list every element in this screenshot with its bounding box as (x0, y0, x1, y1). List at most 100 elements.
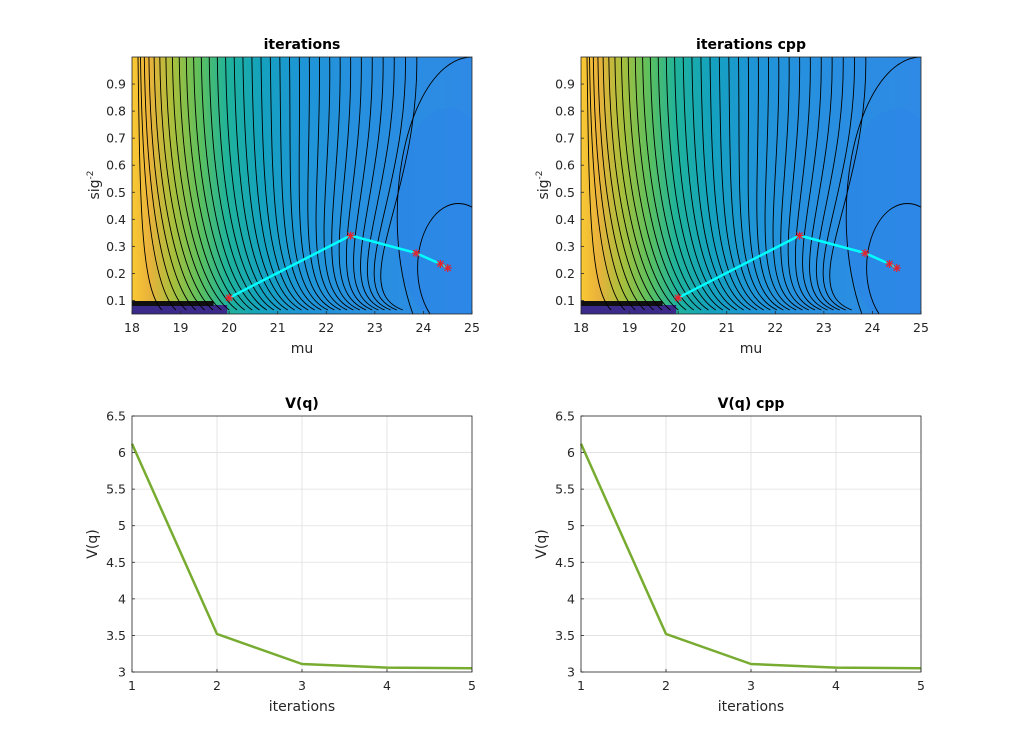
contour-line (153, 57, 205, 311)
contour-line (608, 57, 663, 311)
y-tick-label: 0.1 (555, 293, 575, 308)
y-tick-label: 6 (118, 445, 126, 460)
contour-line (360, 57, 385, 311)
contour-low-band (581, 305, 677, 314)
y-axis-label: sig-2 (535, 170, 552, 199)
x-tick-label: 4 (383, 678, 391, 693)
contour-line (665, 57, 724, 311)
contour-line (802, 57, 828, 311)
contour-line (728, 57, 771, 311)
y-tick-label: 0.4 (106, 212, 126, 227)
y-axis-label-base: sig (87, 179, 103, 199)
y-tick-label: 0.7 (106, 131, 126, 146)
x-tick-label: 4 (832, 678, 840, 693)
subplot-title: iterations (264, 37, 341, 53)
x-tick-label: 23 (367, 320, 383, 335)
y-tick-label: 0.9 (555, 77, 575, 92)
contour-line (642, 57, 702, 311)
contour-fill-layer (132, 57, 472, 314)
x-axis-label: mu (740, 341, 763, 357)
series-line (130, 443, 473, 670)
contour-line (373, 57, 406, 311)
x-tick-label: 18 (124, 320, 140, 335)
x-tick-label: 23 (816, 320, 832, 335)
contour-line (251, 57, 302, 311)
contour-line (718, 57, 765, 311)
y-tick-label: 5.5 (106, 482, 126, 497)
x-tick-label: 24 (415, 320, 431, 335)
contour-line (396, 57, 472, 314)
y-axis-label-base: sig (536, 179, 552, 199)
contour-line (380, 57, 418, 311)
contour-line (289, 57, 329, 311)
path-point-marker (674, 293, 683, 302)
subplot-contour-iterations-cpp: 18 19 20 21 22 23 24 25 0.1 0.2 0.3 0.4 0.5 0.6 0.7 0.8… (535, 37, 929, 357)
contour-line (738, 57, 778, 311)
x-tick-label: 1 (577, 678, 585, 693)
y-axis-label-superscript: -2 (535, 170, 545, 179)
contour-line (331, 57, 360, 311)
axes-box (580, 56, 922, 315)
subplot-title: V(q) (285, 396, 319, 412)
contour-line (586, 57, 612, 311)
x-tick-label: 1 (128, 678, 136, 693)
y-axis-label: V(q) (534, 529, 550, 558)
contour-line (589, 57, 626, 311)
x-tick-label: 25 (913, 320, 929, 335)
contour-line (193, 57, 253, 311)
contour-line (225, 57, 282, 311)
y-tick-label: 0.7 (555, 131, 575, 146)
contour-line (780, 57, 809, 311)
x-tick-label: 21 (719, 320, 735, 335)
contour-line (200, 57, 260, 311)
contour-line (592, 57, 636, 311)
y-tick-label: 4 (567, 591, 575, 606)
contour-line (137, 57, 163, 311)
contour-line (674, 57, 731, 311)
axes-box (131, 56, 473, 315)
y-tick-label: 3.5 (106, 628, 126, 643)
y-tick-label: 6.5 (106, 409, 126, 424)
contour-line (649, 57, 709, 311)
x-tick-label: 5 (468, 678, 476, 693)
y-tick-label: 6.5 (555, 409, 575, 424)
contour-line (216, 57, 275, 311)
contour-basin (393, 108, 472, 314)
x-axis-label: iterations (718, 699, 784, 715)
y-tick-label: 0.2 (555, 266, 575, 281)
contour-fill-layer (581, 57, 921, 314)
y-tick-label: 5.5 (555, 482, 575, 497)
path-point-marker (436, 259, 445, 268)
x-tick-label: 22 (767, 320, 783, 335)
x-axis-label: mu (291, 341, 314, 357)
path-point-marker (225, 293, 234, 302)
contour-line (307, 57, 341, 311)
path-point-marker (443, 264, 452, 273)
y-tick-label: 0.1 (106, 293, 126, 308)
y-tick-label: 0.5 (106, 185, 126, 200)
path-point-marker (861, 249, 870, 258)
y-tick-label: 4.5 (106, 555, 126, 570)
contour-line (208, 57, 268, 311)
x-tick-label: 2 (662, 678, 670, 693)
contour-line (323, 57, 354, 311)
x-tick-label: 22 (318, 320, 334, 335)
x-tick-label: 18 (573, 320, 589, 335)
contour-line (338, 57, 367, 311)
y-tick-label: 0.6 (106, 158, 126, 173)
y-tick-label: 0.3 (555, 239, 575, 254)
x-tick-label: 25 (464, 320, 480, 335)
contour-line (756, 57, 790, 311)
x-tick-label: 2 (213, 678, 221, 693)
contour-low-band-edge (132, 301, 214, 306)
contour-line (822, 57, 855, 311)
x-tick-label: 5 (917, 678, 925, 693)
path-point-marker (795, 231, 804, 240)
contour-line (315, 57, 348, 311)
contour-line (845, 57, 921, 314)
contour-line (597, 57, 645, 311)
contour-line (682, 57, 738, 311)
contour-line (260, 57, 309, 311)
y-tick-label: 3 (118, 665, 126, 680)
contour-line (602, 57, 654, 311)
